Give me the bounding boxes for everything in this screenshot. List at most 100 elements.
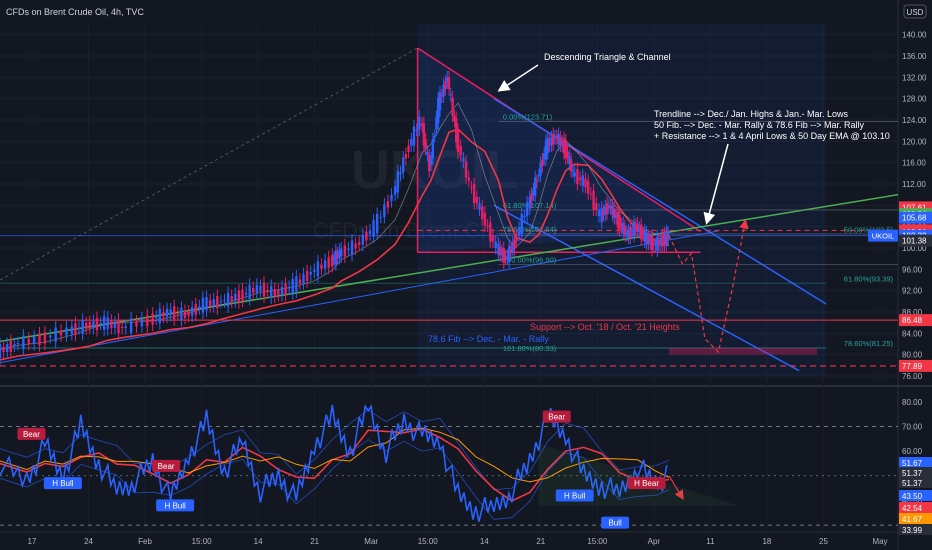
candle-body [609, 205, 612, 209]
candle-body [106, 317, 109, 330]
candle-body [641, 233, 645, 236]
annotation-fib50[interactable]: 50 Fib. --> Dec. - Mar. Rally & 78.6 Fib… [654, 120, 865, 130]
candle-body [464, 161, 468, 178]
price-tick-label: 96.00 [902, 265, 923, 274]
target-zone [669, 347, 818, 355]
rsi-ma-fast [0, 428, 670, 502]
candle-body [176, 313, 180, 315]
candle-body [32, 336, 36, 344]
candle-body [27, 338, 30, 344]
bear-label: Bear [548, 413, 565, 422]
rsi-value-box [899, 524, 932, 535]
bull-label: H Bull [564, 492, 586, 501]
candle-body [431, 139, 435, 159]
candle-body [535, 180, 539, 182]
candle-body [49, 335, 52, 338]
candle-body [532, 189, 535, 195]
candle-body [368, 230, 372, 235]
candle-body [659, 237, 663, 246]
candle-body [418, 116, 421, 130]
candle-body [205, 297, 208, 311]
candle-body [65, 327, 68, 336]
candle-body [616, 211, 620, 228]
candle-body [2, 347, 5, 352]
fib-label: 61.80%(93.39) [844, 274, 894, 283]
time-tick-label: 17 [28, 537, 37, 546]
currency-label: USD [907, 8, 924, 17]
candle-body [140, 318, 144, 327]
time-tick-label: May [872, 537, 887, 546]
candle-body [557, 133, 560, 145]
fib-label: 0.00%(123.71) [503, 113, 553, 122]
candle-body [509, 249, 513, 253]
candle-body [507, 245, 511, 262]
candle-body [350, 240, 354, 255]
candle-body [219, 301, 223, 303]
candle-body [663, 233, 666, 246]
candle-body [511, 242, 514, 253]
candle-body [331, 254, 334, 267]
candle-body [269, 285, 273, 298]
annotation-triangle[interactable]: Descending Triangle & Channel [544, 52, 671, 62]
annotation-fib786[interactable]: 78.6 Fib --> Dec. - Mar. - Rally [428, 334, 549, 344]
candle-body [645, 232, 648, 244]
time-tick-label: 25 [819, 537, 828, 546]
candle-body [497, 243, 500, 255]
candle-body [627, 229, 630, 238]
candle-body [440, 95, 444, 97]
candle-body [454, 117, 458, 143]
candle-body [347, 248, 350, 251]
candle-body [173, 306, 176, 320]
annotation-support[interactable]: Support --> Oct. '18 / Oct. '21 Heights [530, 322, 680, 332]
candle-body [340, 248, 343, 257]
candle-body [354, 243, 357, 249]
bear-label: Bear [23, 430, 40, 439]
candle-body [589, 193, 593, 195]
candle-body [277, 290, 280, 295]
rsi-value-label: 33.99 [902, 526, 923, 535]
time-tick-label: 21 [310, 537, 319, 546]
candle-body [647, 235, 650, 244]
candle-body [613, 208, 616, 219]
price-label: 105.68 [902, 214, 927, 223]
candle-body [313, 269, 316, 272]
candle-body [564, 140, 567, 159]
extension-dashed [0, 47, 418, 281]
candle-body [230, 296, 233, 302]
candle-body [632, 221, 636, 237]
candle-body [120, 326, 124, 328]
candle-body [327, 257, 330, 268]
candle-body [241, 289, 244, 301]
candle-body [332, 258, 336, 260]
bear-label-box [152, 459, 181, 472]
candle-body [334, 250, 338, 265]
time-tick-label: 15:00 [192, 537, 213, 546]
fib-label: 78.60%(102.64) [503, 225, 557, 234]
candle-body [201, 297, 205, 313]
candle-body [472, 184, 476, 204]
rsi-bb-upper [0, 409, 670, 491]
candle-body [534, 177, 537, 196]
candle-body [85, 323, 88, 329]
candle-body [155, 316, 158, 319]
time-tick-label: 11 [706, 537, 715, 546]
candle-body [494, 241, 497, 248]
candle-body [298, 279, 302, 284]
candle-body [657, 240, 661, 246]
currency-badge[interactable]: USD [903, 4, 927, 19]
price-tick-label: 80.00 [902, 351, 923, 360]
candle-body [194, 304, 197, 315]
candle-body [498, 246, 502, 256]
rsi-value-box [899, 457, 932, 468]
candle-body [291, 278, 294, 294]
annotation-resistance[interactable]: + Resistance --> 1 & 4 April Lows & 50 D… [654, 131, 890, 141]
candle-body [402, 157, 405, 173]
candle-body [158, 308, 162, 324]
annotation-trendline[interactable]: Trendline --> Dec./ Jan. Highs & Jan.- M… [654, 109, 848, 119]
candle-body [0, 344, 2, 359]
candle-body [578, 177, 582, 180]
candle-body [597, 209, 601, 216]
ema-fast-line [0, 128, 670, 361]
candle-body [415, 129, 418, 131]
